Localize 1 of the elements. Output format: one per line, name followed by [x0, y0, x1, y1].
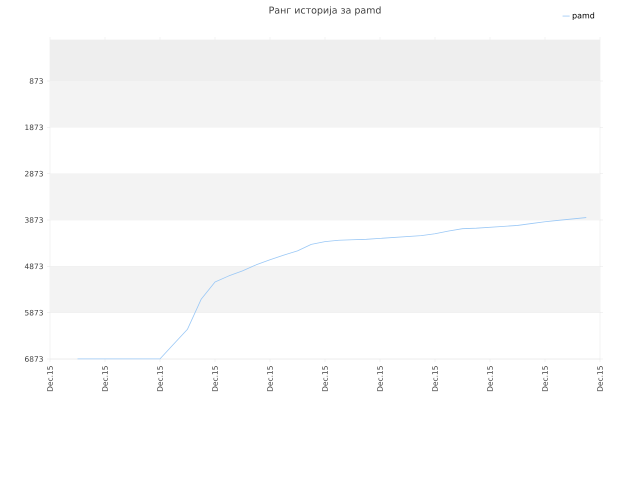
chart-title: Ранг историја за pamd [270, 6, 381, 16]
